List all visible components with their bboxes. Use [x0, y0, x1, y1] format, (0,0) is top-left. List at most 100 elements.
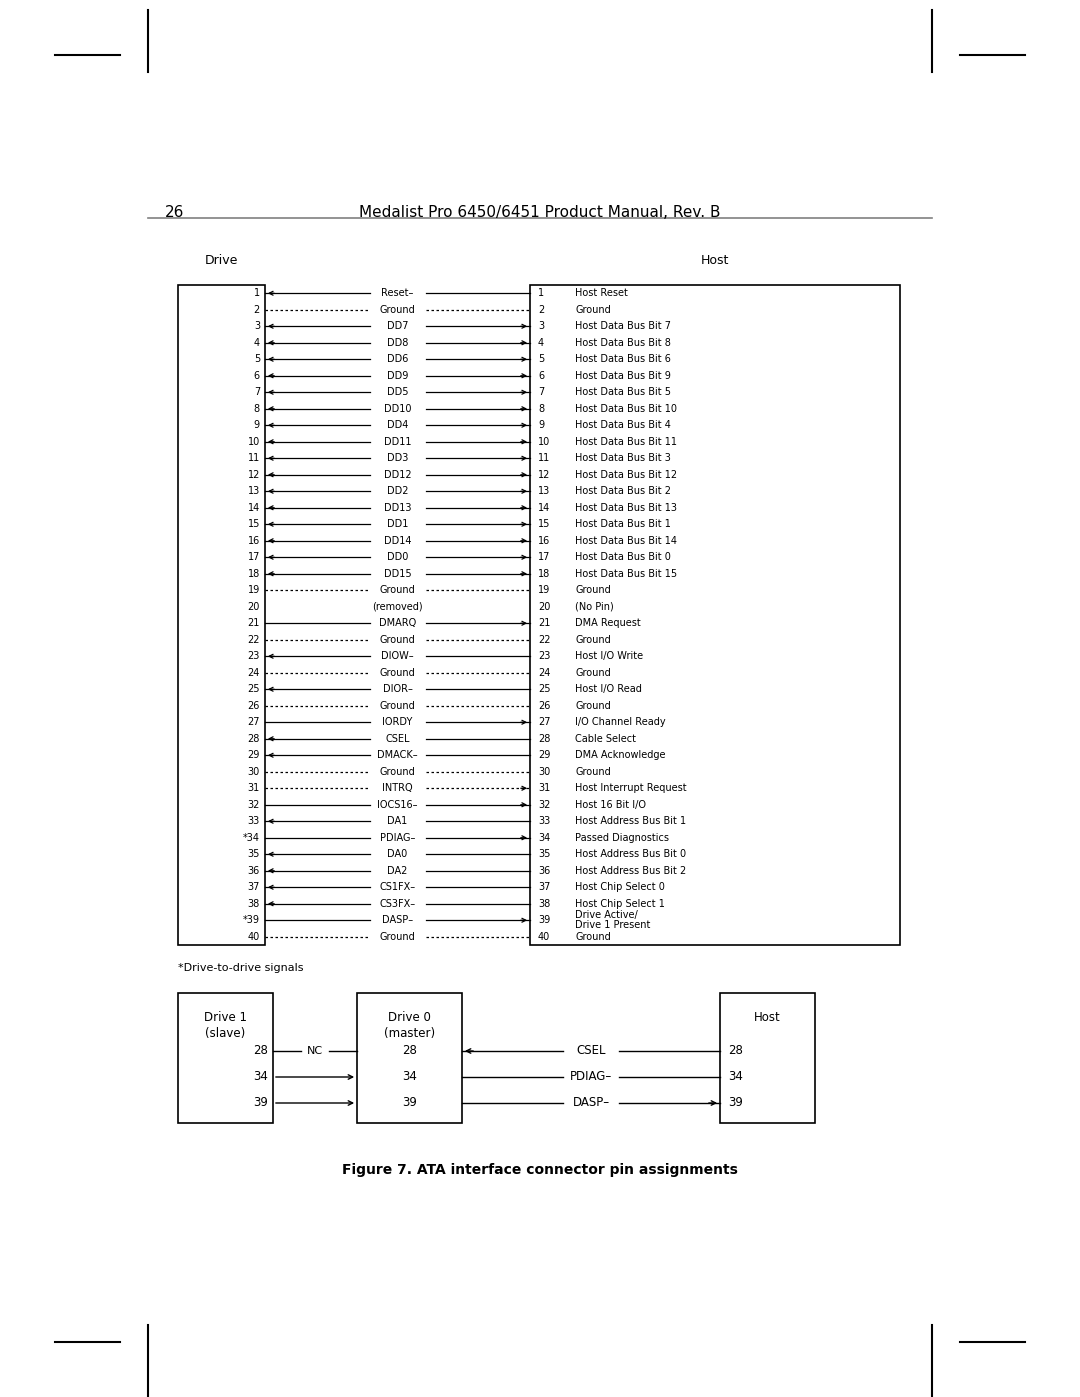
Text: 7: 7: [538, 387, 544, 397]
Text: 37: 37: [247, 883, 260, 893]
Text: Host Data Bus Bit 3: Host Data Bus Bit 3: [575, 453, 671, 464]
Text: DMARQ: DMARQ: [379, 619, 416, 629]
Text: 32: 32: [538, 799, 551, 810]
Text: 14: 14: [538, 503, 550, 513]
Text: DD6: DD6: [387, 355, 408, 365]
Text: DD5: DD5: [387, 387, 408, 397]
Text: Cable Select: Cable Select: [575, 733, 636, 743]
Text: 31: 31: [247, 784, 260, 793]
Text: Drive 0
(master): Drive 0 (master): [383, 1011, 435, 1039]
Text: 12: 12: [538, 469, 551, 479]
Text: 13: 13: [538, 486, 550, 496]
Text: 6: 6: [254, 370, 260, 381]
Text: DD2: DD2: [387, 486, 408, 496]
Text: 28: 28: [247, 733, 260, 743]
Text: 1: 1: [538, 288, 544, 298]
Text: 34: 34: [402, 1070, 417, 1084]
Text: 35: 35: [538, 849, 551, 859]
Text: DMACK–: DMACK–: [377, 750, 418, 760]
Text: 22: 22: [538, 634, 551, 645]
Text: Host Data Bus Bit 9: Host Data Bus Bit 9: [575, 370, 671, 381]
Text: 19: 19: [538, 585, 550, 595]
Bar: [720, 993, 815, 1123]
Text: PDIAG–: PDIAG–: [380, 833, 415, 842]
Text: Host: Host: [754, 1011, 781, 1024]
Text: DMA Request: DMA Request: [575, 619, 640, 629]
Text: DD3: DD3: [387, 453, 408, 464]
Text: I/O Channel Ready: I/O Channel Ready: [575, 717, 665, 728]
Text: Ground: Ground: [380, 767, 416, 777]
Text: 36: 36: [538, 866, 550, 876]
Bar: [357, 993, 462, 1123]
Text: 16: 16: [247, 536, 260, 546]
Text: 34: 34: [253, 1070, 268, 1084]
Text: Ground: Ground: [575, 932, 611, 942]
Text: Host Data Bus Bit 11: Host Data Bus Bit 11: [575, 437, 677, 447]
Text: 38: 38: [538, 898, 550, 909]
Text: DA0: DA0: [388, 849, 407, 859]
Text: DMA Acknowledge: DMA Acknowledge: [575, 750, 665, 760]
Text: 9: 9: [254, 420, 260, 430]
Text: Ground: Ground: [380, 701, 416, 711]
Text: 10: 10: [247, 437, 260, 447]
Text: 23: 23: [538, 651, 551, 661]
Text: 21: 21: [538, 619, 551, 629]
Text: 2: 2: [254, 305, 260, 314]
Text: CS3FX–: CS3FX–: [379, 898, 416, 909]
Text: Drive: Drive: [205, 254, 239, 267]
Text: Ground: Ground: [380, 585, 416, 595]
Text: NC: NC: [307, 1046, 323, 1056]
Text: 28: 28: [253, 1045, 268, 1058]
Text: 28: 28: [728, 1045, 743, 1058]
Text: Figure 7. ATA interface connector pin assignments: Figure 7. ATA interface connector pin as…: [342, 1162, 738, 1178]
Text: DD15: DD15: [383, 569, 411, 578]
Text: 1: 1: [254, 288, 260, 298]
Text: IORDY: IORDY: [382, 717, 413, 728]
Text: CS1FX–: CS1FX–: [379, 883, 416, 893]
Text: Host Data Bus Bit 14: Host Data Bus Bit 14: [575, 536, 677, 546]
Text: Ground: Ground: [380, 668, 416, 678]
Text: 6: 6: [538, 370, 544, 381]
Text: 4: 4: [254, 338, 260, 348]
Text: INTRQ: INTRQ: [382, 784, 413, 793]
Text: 2: 2: [538, 305, 544, 314]
Text: 40: 40: [247, 932, 260, 942]
Text: 12: 12: [247, 469, 260, 479]
Text: DA2: DA2: [388, 866, 407, 876]
Text: Host I/O Write: Host I/O Write: [575, 651, 643, 661]
Text: DD11: DD11: [383, 437, 411, 447]
Text: 20: 20: [247, 602, 260, 612]
Text: Host I/O Read: Host I/O Read: [575, 685, 642, 694]
Text: 23: 23: [247, 651, 260, 661]
Text: (removed): (removed): [373, 602, 422, 612]
Bar: [530, 285, 900, 944]
Text: 33: 33: [247, 816, 260, 826]
Text: 37: 37: [538, 883, 551, 893]
Text: DD14: DD14: [383, 536, 411, 546]
Text: 33: 33: [538, 816, 550, 826]
Text: DA1: DA1: [388, 816, 407, 826]
Text: 39: 39: [728, 1097, 743, 1109]
Text: 30: 30: [538, 767, 550, 777]
Text: Ground: Ground: [575, 585, 611, 595]
Text: 15: 15: [538, 520, 551, 529]
Text: 26: 26: [247, 701, 260, 711]
Text: 26: 26: [538, 701, 551, 711]
Text: Reset–: Reset–: [381, 288, 414, 298]
Text: 18: 18: [247, 569, 260, 578]
Text: CSEL: CSEL: [386, 733, 409, 743]
Text: 11: 11: [538, 453, 550, 464]
Text: 34: 34: [538, 833, 550, 842]
Text: 8: 8: [538, 404, 544, 414]
Text: 7: 7: [254, 387, 260, 397]
Text: IOCS16–: IOCS16–: [377, 799, 418, 810]
Text: DD8: DD8: [387, 338, 408, 348]
Text: 22: 22: [247, 634, 260, 645]
Text: Host Data Bus Bit 7: Host Data Bus Bit 7: [575, 321, 671, 331]
Text: 25: 25: [538, 685, 551, 694]
Text: Host Reset: Host Reset: [575, 288, 627, 298]
Text: 24: 24: [538, 668, 551, 678]
Text: 27: 27: [247, 717, 260, 728]
Text: 25: 25: [247, 685, 260, 694]
Text: Passed Diagnostics: Passed Diagnostics: [575, 833, 669, 842]
